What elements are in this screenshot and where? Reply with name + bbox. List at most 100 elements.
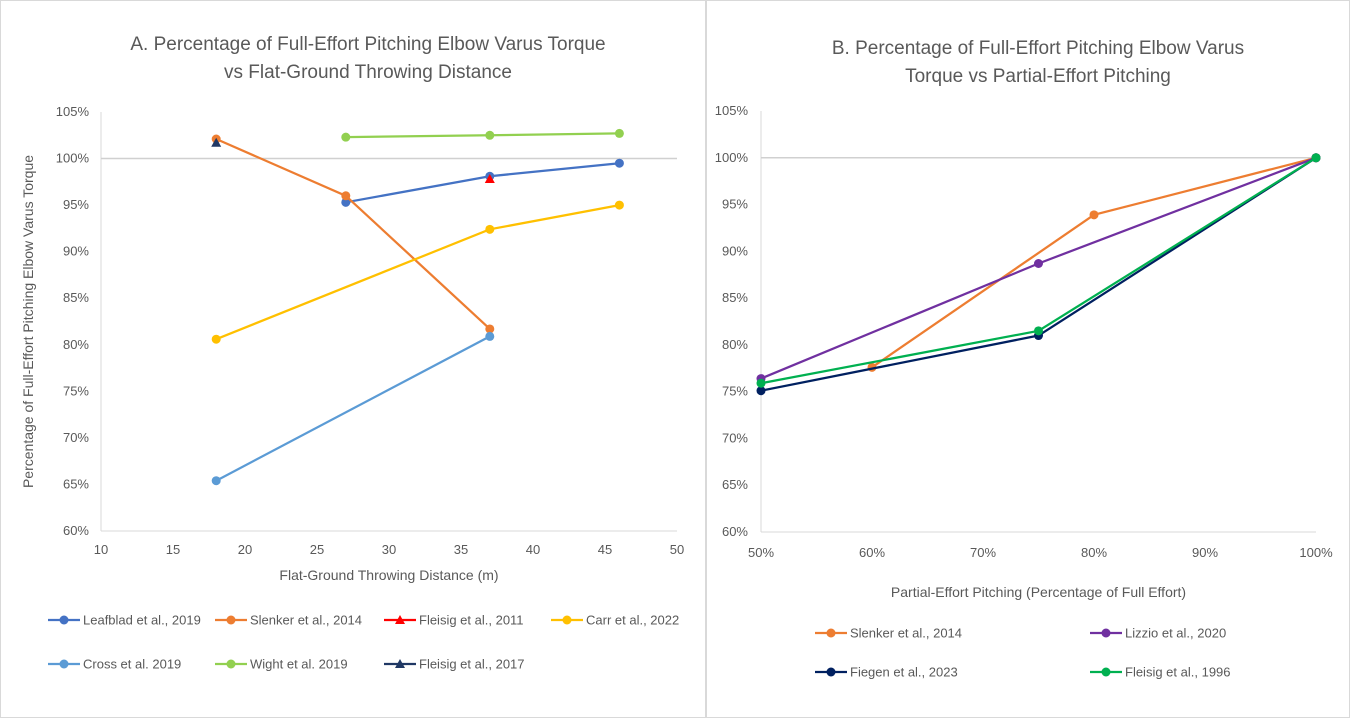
x-tick-label: 35 — [454, 542, 468, 557]
legend-marker — [1101, 628, 1111, 638]
y-tick-label: 65% — [63, 476, 89, 491]
series-fleisig-et-al-2011 — [484, 174, 495, 184]
legend-entry: Slenker et al., 2014 — [215, 613, 362, 628]
chart-title-line: A. Percentage of Full-Effort Pitching El… — [130, 34, 605, 55]
y-tick-label: 90% — [63, 244, 89, 259]
y-tick-label: 85% — [722, 290, 748, 305]
data-point — [1311, 153, 1321, 163]
legend-label: Wight et al. 2019 — [250, 657, 348, 672]
x-tick-label: 10 — [94, 542, 108, 557]
legend-label: Fleisig et al., 2017 — [419, 657, 525, 672]
legend-entry: Fleisig et al., 1996 — [1090, 665, 1231, 680]
chart-title-line: vs Flat-Ground Throwing Distance — [224, 62, 512, 83]
legend-marker — [562, 615, 572, 625]
x-tick-label: 25 — [310, 542, 324, 557]
legend-label: Lizzio et al., 2020 — [1125, 626, 1226, 641]
y-tick-label: 95% — [722, 197, 748, 212]
y-tick-label: 85% — [63, 290, 89, 305]
data-point — [614, 200, 624, 210]
x-tick-label: 40 — [526, 542, 540, 557]
y-tick-label: 75% — [63, 383, 89, 398]
data-point — [211, 476, 221, 486]
y-tick-label: 70% — [722, 430, 748, 445]
y-tick-label: 70% — [63, 430, 89, 445]
x-tick-label: 50% — [748, 545, 774, 560]
legend-entry: Slenker et al., 2014 — [815, 626, 962, 641]
legend-marker — [226, 659, 236, 669]
data-point — [341, 191, 351, 201]
y-axis-label: Percentage of Full-Effort Pitching Elbow… — [20, 155, 36, 488]
data-point — [1034, 326, 1043, 336]
legend-label: Fleisig et al., 1996 — [1125, 665, 1231, 680]
y-tick-label: 80% — [63, 337, 89, 352]
legend-entry: Lizzio et al., 2020 — [1090, 626, 1226, 641]
legend-marker — [395, 659, 405, 668]
series-wight-et-al-2019 — [341, 128, 624, 142]
x-tick-label: 30 — [382, 542, 396, 557]
y-tick-label: 60% — [63, 523, 89, 538]
panel-b-border — [706, 0, 1350, 718]
y-tick-label: 90% — [722, 243, 748, 258]
x-tick-label: 70% — [970, 545, 996, 560]
data-point — [614, 158, 624, 168]
legend-entry: Leafblad et al., 2019 — [48, 613, 201, 628]
chart-b: B. Percentage of Full-Effort Pitching El… — [715, 38, 1333, 680]
legend-marker — [826, 628, 836, 638]
series-cross-et-al-2019 — [211, 331, 495, 486]
x-tick-label: 60% — [859, 545, 885, 560]
x-tick-label: 100% — [1299, 545, 1333, 560]
data-point — [341, 132, 351, 142]
data-point — [484, 174, 495, 184]
y-tick-label: 95% — [63, 197, 89, 212]
legend-label: Carr et al., 2022 — [586, 613, 679, 628]
chart-title-line: B. Percentage of Full-Effort Pitching El… — [832, 38, 1244, 59]
panel-a-border — [0, 0, 706, 718]
x-axis-label: Partial-Effort Pitching (Percentage of F… — [891, 584, 1186, 600]
data-point — [485, 130, 495, 140]
legend-label: Leafblad et al., 2019 — [83, 613, 201, 628]
chart-title-line: Torque vs Partial-Effort Pitching — [905, 66, 1171, 87]
legend-entry: Fleisig et al., 2017 — [384, 657, 525, 672]
series-carr-et-al-2022 — [211, 200, 624, 344]
data-point — [341, 197, 351, 207]
y-tick-label: 105% — [715, 103, 749, 118]
data-point — [1089, 210, 1099, 220]
series-fleisig-et-al-2017 — [211, 137, 222, 147]
y-tick-label: 105% — [56, 104, 90, 119]
legend-label: Fiegen et al., 2023 — [850, 665, 958, 680]
y-tick-label: 60% — [722, 524, 748, 539]
legend-marker — [826, 667, 836, 677]
data-point — [485, 324, 495, 334]
legend-marker — [59, 659, 69, 669]
x-axis-label: Flat-Ground Throwing Distance (m) — [279, 567, 498, 583]
data-point — [485, 331, 495, 341]
x-tick-label: 50 — [670, 542, 684, 557]
legend-label: Cross et al. 2019 — [83, 657, 181, 672]
series-slenker-et-al-2014 — [211, 134, 495, 334]
series-line — [215, 335, 491, 482]
legend-entry: Carr et al., 2022 — [551, 613, 679, 628]
y-tick-label: 75% — [722, 384, 748, 399]
x-tick-label: 20 — [238, 542, 252, 557]
data-point — [1034, 258, 1043, 268]
legend-marker — [1101, 667, 1111, 677]
series-fleisig-et-al-1996 — [756, 153, 1321, 388]
legend-marker — [59, 615, 69, 625]
data-point — [756, 378, 766, 388]
x-tick-label: 90% — [1192, 545, 1218, 560]
y-tick-label: 80% — [722, 337, 748, 352]
legend-label: Slenker et al., 2014 — [250, 613, 362, 628]
data-point — [756, 386, 766, 396]
chart-a: A. Percentage of Full-Effort Pitching El… — [20, 34, 684, 672]
x-tick-label: 15 — [166, 542, 180, 557]
legend-entry: Fiegen et al., 2023 — [815, 665, 958, 680]
x-tick-label: 80% — [1081, 545, 1107, 560]
data-point — [614, 128, 624, 138]
y-tick-label: 65% — [722, 477, 748, 492]
legend-marker — [395, 615, 405, 624]
x-tick-label: 45 — [598, 542, 612, 557]
legend-entry: Wight et al. 2019 — [215, 657, 348, 672]
legend-marker — [226, 615, 236, 625]
data-point — [211, 334, 221, 344]
